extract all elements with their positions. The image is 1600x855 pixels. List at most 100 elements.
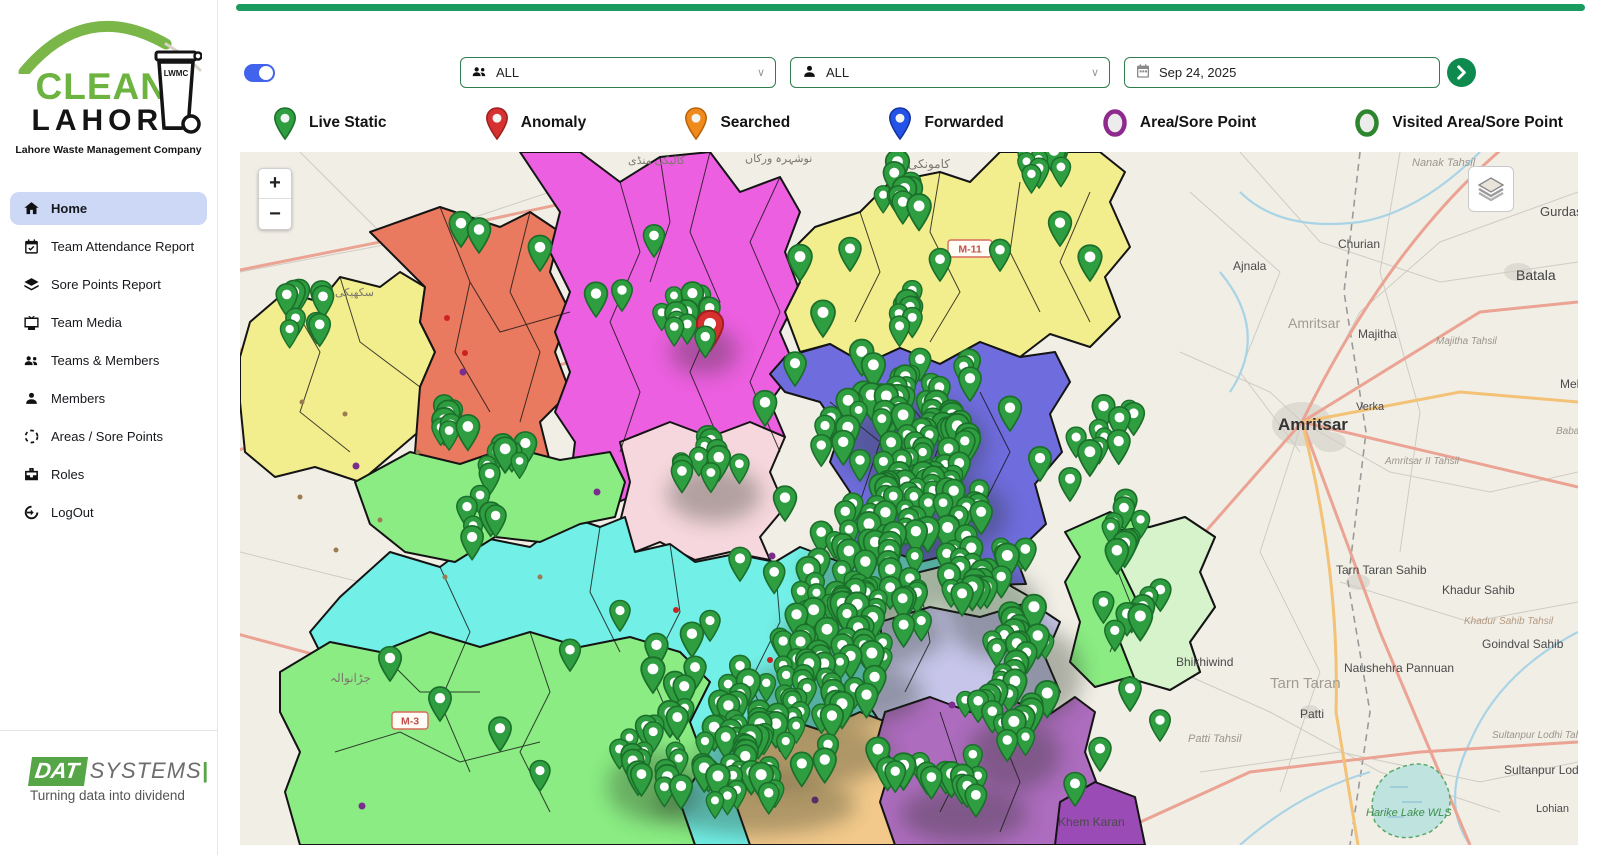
- sidebar-item-label: Team Attendance Report: [51, 239, 195, 254]
- svg-text:Verka: Verka: [1356, 401, 1385, 413]
- sidebar-item-label: Areas / Sore Points: [51, 429, 163, 444]
- dat-logo-green: DAT: [27, 757, 88, 786]
- calendar-icon: [1135, 63, 1151, 82]
- svg-text:کامونکی: کامونکی: [908, 157, 950, 171]
- dat-logo-rest: SYSTEMS: [89, 758, 202, 783]
- area-sore-point-marker-icon: [1102, 108, 1128, 138]
- apply-filters-button[interactable]: [1447, 58, 1476, 87]
- logout-icon: [23, 504, 40, 521]
- live-toggle[interactable]: [244, 64, 275, 82]
- svg-text:Tarn Taran Sahib: Tarn Taran Sahib: [1336, 563, 1427, 577]
- svg-text:Amritsar: Amritsar: [1288, 315, 1340, 331]
- harike-lake: [1371, 763, 1451, 839]
- member-icon: [801, 63, 818, 83]
- dat-logo-bar: |: [201, 758, 208, 783]
- legend-item-live-static: Live Static: [273, 106, 387, 140]
- team-filter-select[interactable]: ALL ∨: [460, 57, 776, 88]
- trash-bin-icon: LWMC: [154, 50, 202, 134]
- svg-text:Batala: Batala: [1516, 267, 1556, 283]
- svg-text:Sultanpur Lodhi Tahsil: Sultanpur Lodhi Tahsil: [1492, 730, 1578, 741]
- map-legend: Live Static Anomaly Searched Forwarded Area/…: [273, 104, 1563, 142]
- sidebar-item-label: Team Media: [51, 315, 122, 330]
- svg-text:Nanak Tahsil: Nanak Tahsil: [1412, 157, 1476, 169]
- svg-text:Amritsar II Tahsil: Amritsar II Tahsil: [1384, 456, 1460, 467]
- map-canvas[interactable]: + −: [240, 152, 1578, 845]
- svg-text:Khem Karan: Khem Karan: [1058, 815, 1125, 829]
- sidebar-nav: Home Team Attendance Report Sore Points Re…: [0, 192, 217, 529]
- svg-text:Majitha Tahsil: Majitha Tahsil: [1436, 336, 1498, 347]
- sidebar-item-areas-sore-points[interactable]: Areas / Sore Points: [10, 420, 207, 453]
- member-filter-select[interactable]: ALL ∨: [790, 57, 1110, 88]
- teams-icon: [471, 63, 488, 83]
- layers-icon: [23, 276, 40, 293]
- legend-label: Area/Sore Point: [1139, 114, 1257, 131]
- sidebar-item-team-media[interactable]: Team Media: [10, 306, 207, 339]
- svg-text:LWMC: LWMC: [163, 69, 188, 78]
- sidebar-item-roles[interactable]: Roles: [10, 458, 207, 491]
- member-filter-value: ALL: [826, 65, 850, 80]
- legend-label: Forwarded: [924, 114, 1004, 131]
- svg-text:Lohian: Lohian: [1536, 803, 1569, 815]
- sidebar-item-label: Roles: [51, 467, 85, 482]
- sidebar-item-label: Home: [51, 201, 88, 216]
- svg-text:کالیکی منڈی: کالیکی منڈی: [628, 155, 686, 167]
- sidebar-item-home[interactable]: Home: [10, 192, 207, 225]
- legend-label: Live Static: [309, 114, 387, 131]
- teams-icon: [23, 352, 40, 369]
- chevron-down-icon: ∨: [1090, 67, 1099, 79]
- svg-text:Bhikhiwind: Bhikhiwind: [1176, 655, 1233, 669]
- sidebar-item-sore-points-report[interactable]: Sore Points Report: [10, 268, 207, 301]
- svg-text:Meht: Meht: [1560, 377, 1578, 391]
- svg-text:Ajnala: Ajnala: [1233, 259, 1267, 273]
- dat-tagline: Turning data into dividend: [30, 788, 185, 803]
- svg-text:Goindval Sahib: Goindval Sahib: [1482, 637, 1564, 651]
- legend-label: Visited Area/Sore Point: [1392, 114, 1563, 131]
- sidebar-item-label: Sore Points Report: [51, 277, 161, 292]
- date-filter-input[interactable]: Sep 24, 2025: [1124, 57, 1440, 88]
- anomaly-marker-icon: [485, 106, 509, 140]
- logo-line1: CLEAN: [35, 66, 168, 107]
- svg-text:Churian: Churian: [1338, 237, 1380, 251]
- sidebar-item-label: LogOut: [51, 505, 94, 520]
- svg-text:Tarn Taran: Tarn Taran: [1270, 675, 1341, 692]
- live-static-marker-icon: [273, 106, 297, 140]
- sidebar: CLEAN LAHORE LWMC Lahore Waste Managemen…: [0, 0, 218, 855]
- legend-item-forwarded: Forwarded: [888, 106, 1004, 140]
- layers-icon: [1477, 177, 1505, 202]
- sidebar-item-logout[interactable]: LogOut: [10, 496, 207, 529]
- tv-icon: [23, 314, 40, 331]
- legend-item-anomaly: Anomaly: [485, 106, 586, 140]
- svg-text:Gurdasp: Gurdasp: [1540, 204, 1578, 219]
- sidebar-item-members[interactable]: Members: [10, 382, 207, 415]
- svg-text:Patti: Patti: [1300, 707, 1324, 721]
- visited-area-sore-point-marker-icon: [1354, 108, 1380, 138]
- member-icon: [23, 390, 40, 407]
- svg-text:سکھیکی: سکھیکی: [335, 287, 374, 299]
- zoom-in-button[interactable]: +: [259, 169, 291, 199]
- dat-systems-logo: DAT SYSTEMS | Turning data into dividend: [0, 730, 217, 803]
- svg-text:Sultanpur Lodhi: Sultanpur Lodhi: [1504, 763, 1578, 777]
- sidebar-item-teams-members[interactable]: Teams & Members: [10, 344, 207, 377]
- chevron-down-icon: ∨: [756, 67, 765, 79]
- main-content: ALL ∨ ALL ∨ Sep 24, 2025 Live Static Anom…: [218, 0, 1600, 855]
- legend-item-searched: Searched: [684, 106, 790, 140]
- forwarded-marker-icon: [888, 106, 912, 140]
- calendar-check-icon: [23, 238, 40, 255]
- legend-item-area-sore-point: Area/Sore Point: [1102, 108, 1256, 138]
- chevron-right-icon: [1457, 65, 1466, 80]
- svg-text:Khadur Sahib Tahsil: Khadur Sahib Tahsil: [1464, 616, 1554, 627]
- svg-text:Majitha: Majitha: [1358, 327, 1397, 341]
- dashed-circle-icon: [23, 428, 40, 445]
- logo-line2: LAHORE: [31, 104, 189, 137]
- date-filter-value: Sep 24, 2025: [1159, 65, 1237, 80]
- sidebar-item-team-attendance-report[interactable]: Team Attendance Report: [10, 230, 207, 263]
- map-layers-control[interactable]: [1468, 166, 1514, 212]
- zoom-out-button[interactable]: −: [259, 199, 291, 229]
- motorway-badges: M-3 M-11: [391, 239, 993, 730]
- map-zoom-control: + −: [258, 168, 292, 230]
- home-icon: [23, 200, 40, 217]
- svg-text:Amritsar: Amritsar: [1278, 415, 1348, 434]
- map-place-labels: کالیکی منڈی نوشہرہ ورکاں کامونکی سکھیکی جڑان…: [330, 153, 1578, 829]
- svg-text:Patti Tahsil: Patti Tahsil: [1188, 733, 1242, 745]
- svg-text:M-3: M-3: [401, 716, 419, 728]
